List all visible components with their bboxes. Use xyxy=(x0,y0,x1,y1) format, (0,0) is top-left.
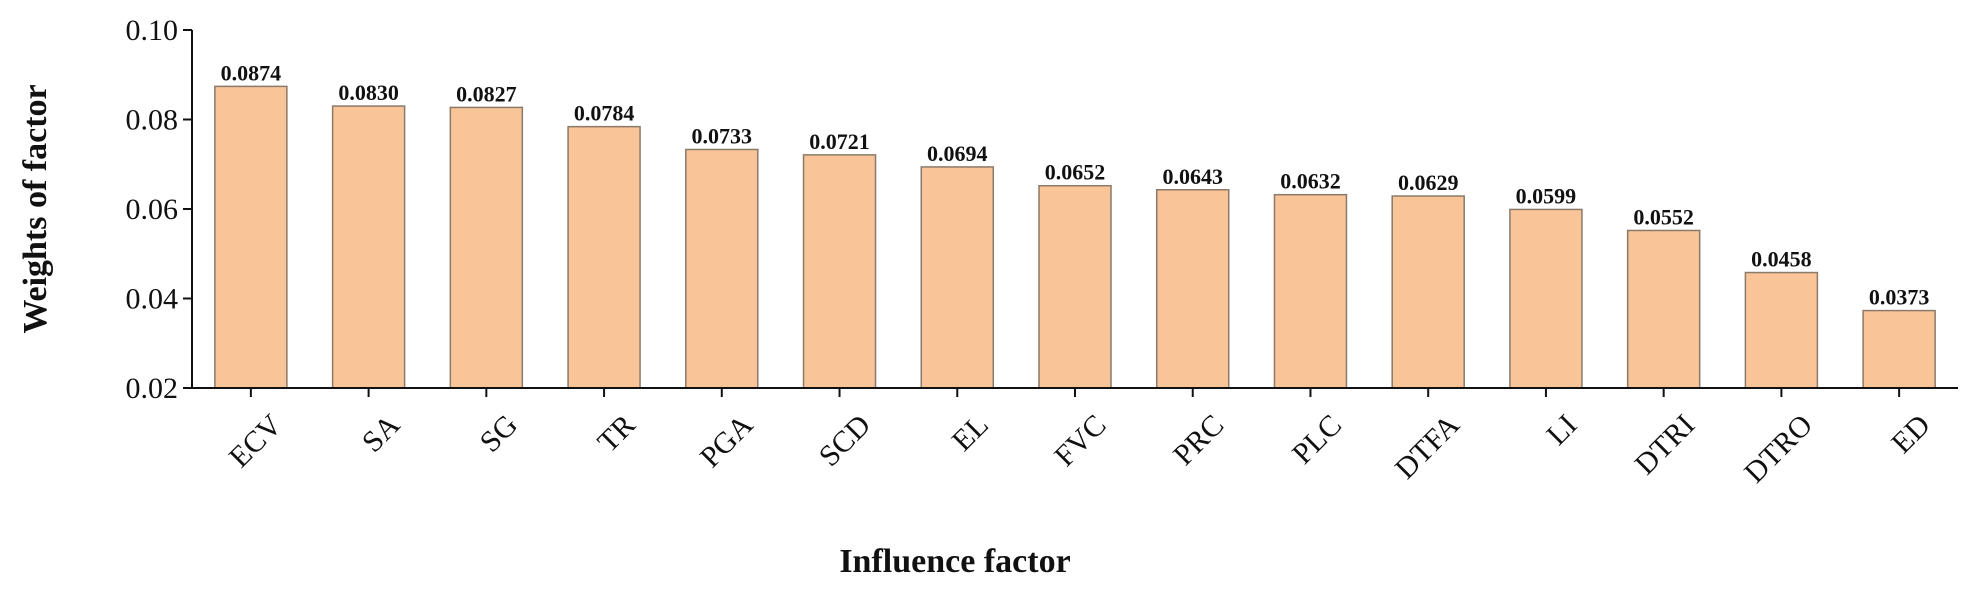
y-tick-label: 0.06 xyxy=(126,193,179,226)
x-category-label: DTFA xyxy=(1389,408,1466,485)
y-tick-label: 0.02 xyxy=(126,372,179,405)
bar-dtri xyxy=(1626,229,1701,389)
x-category-label: PLC xyxy=(1286,408,1348,470)
bar-li xyxy=(1509,208,1583,389)
x-category-label: PGA xyxy=(694,408,760,474)
x-category-label: SA xyxy=(356,408,407,459)
bar-plc xyxy=(1273,193,1348,389)
bar-dtro xyxy=(1744,271,1819,389)
x-axis-title: Influence factor xyxy=(839,543,1070,580)
value-label: 0.0373 xyxy=(1869,285,1930,310)
y-axis-ticks: 0.02 0.04 0.06 0.08 0.10 xyxy=(126,14,192,405)
bar-sg xyxy=(449,106,524,389)
bar-tr xyxy=(567,125,641,389)
bar-sa xyxy=(331,105,406,389)
x-category-label: FVC xyxy=(1048,408,1113,473)
x-category-label: EL xyxy=(946,408,995,457)
bar-fvc xyxy=(1038,184,1112,389)
value-label: 0.0830 xyxy=(338,80,399,105)
x-category-label: ED xyxy=(1885,408,1937,460)
value-label: 0.0733 xyxy=(692,123,753,148)
value-label: 0.0643 xyxy=(1162,164,1223,189)
y-axis-title: Weights of factor xyxy=(17,84,54,333)
bar-pga xyxy=(685,148,759,389)
value-label: 0.0652 xyxy=(1045,160,1106,185)
bar-ed xyxy=(1862,309,1936,389)
x-category-label: LI xyxy=(1540,408,1583,451)
bars xyxy=(214,85,1936,389)
x-category-label: ECV xyxy=(223,408,289,474)
x-axis-categories: ECV SA SG TR PGA SCD EL FVC PRC PLC DTFA LI DTRI DTRO… xyxy=(223,388,1937,489)
x-category-label: SCD xyxy=(813,408,878,473)
value-label: 0.0458 xyxy=(1751,247,1812,272)
x-category-label: DTRI xyxy=(1628,408,1701,481)
value-label: 0.0874 xyxy=(221,60,282,85)
y-tick-label: 0.08 xyxy=(126,104,179,137)
value-label: 0.0552 xyxy=(1633,204,1694,229)
x-category-label: TR xyxy=(591,408,641,458)
bar-el xyxy=(920,166,995,389)
x-category-label: DTRO xyxy=(1738,408,1819,489)
bar-dtfa xyxy=(1391,195,1465,389)
y-tick-label: 0.04 xyxy=(126,283,179,316)
value-label: 0.0599 xyxy=(1516,183,1577,208)
value-labels: 0.0874 0.0830 0.0827 0.0784 0.0733 0.0721 0.06… xyxy=(221,60,1930,309)
value-label: 0.0721 xyxy=(809,129,870,154)
value-label: 0.0629 xyxy=(1398,170,1459,195)
bar-scd xyxy=(802,154,877,389)
value-label: 0.0784 xyxy=(574,101,635,126)
value-label: 0.0827 xyxy=(456,81,517,106)
x-category-label: PRC xyxy=(1167,408,1230,471)
x-category-label: SG xyxy=(474,408,524,458)
value-label: 0.0694 xyxy=(927,141,988,166)
bar-prc xyxy=(1155,189,1230,389)
bar-ecv xyxy=(214,85,288,389)
y-tick-label: 0.10 xyxy=(126,14,179,47)
value-label: 0.0632 xyxy=(1280,169,1341,194)
